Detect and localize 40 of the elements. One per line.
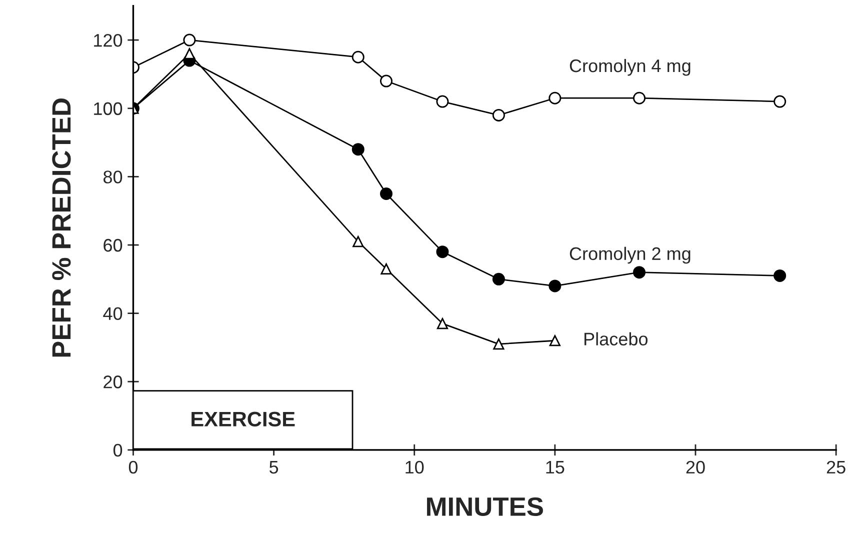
series-label: Cromolyn 4 mg [570,58,690,76]
point [352,236,364,248]
point [436,318,448,330]
y-tick-label: 60 [104,238,122,252]
point [492,108,505,122]
point [183,34,196,46]
y-tick-label: 20 [104,376,122,388]
x-tick-label: 20 [686,460,705,474]
point [493,338,504,350]
y-tick-label: 40 [103,307,122,320]
point [380,263,392,274]
x-tick-label: 0 [128,460,138,474]
point [633,92,646,104]
point [352,143,364,156]
y-tick-label: 120 [94,34,122,47]
y-tick-label: 80 [104,170,122,184]
point [548,92,562,104]
series-label: Cromolyn 2 mg [570,246,690,264]
point [436,95,449,108]
series-label: Placebo [584,332,648,346]
x-tick-label: 25 [826,460,846,474]
x-axis-title: MINUTES [427,497,543,516]
point [492,272,505,286]
point [184,48,196,60]
y-tick-label: 100 [94,102,122,116]
point [774,95,786,108]
point [548,280,562,292]
point [380,188,392,200]
x-tick-label: 15 [546,461,564,474]
point [774,269,786,282]
y-axis-title: PEFR % PREDICTED [52,98,71,357]
x-tick-label: 10 [406,460,424,474]
point [352,50,364,64]
point [549,335,560,346]
y-tick-label: 0 [113,444,122,457]
x-tick-label: 5 [269,461,278,474]
point [633,266,646,279]
point [436,246,449,258]
band-label: EXERCISE [192,412,295,426]
point [380,74,392,88]
